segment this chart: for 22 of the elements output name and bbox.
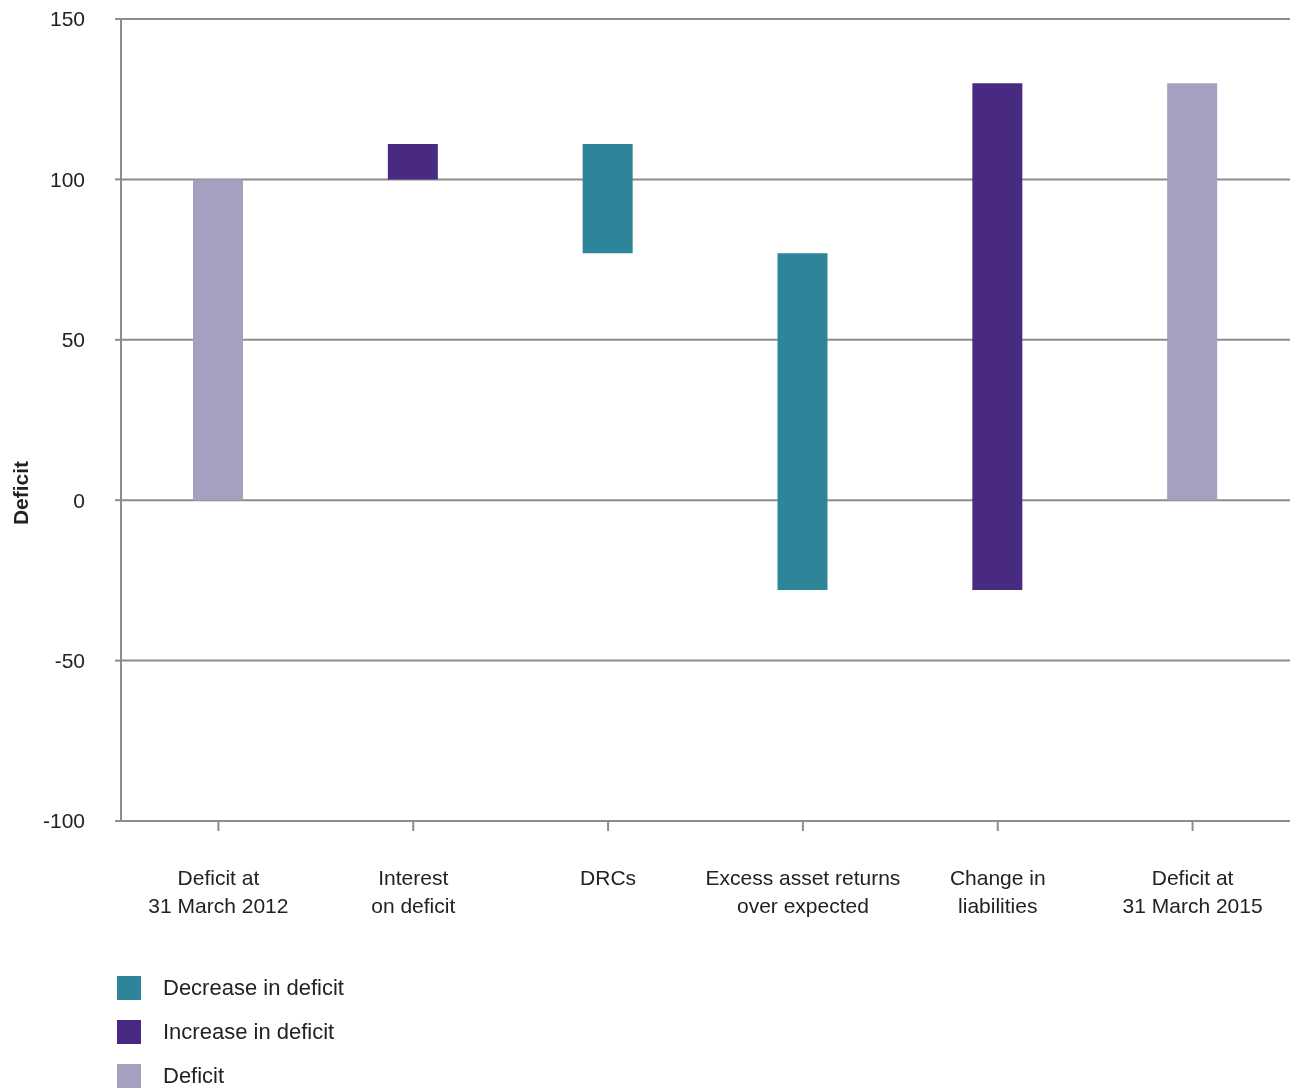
- y-tick-label: 0: [73, 488, 85, 512]
- legend-label: Decrease in deficit: [163, 975, 344, 1000]
- bar: [777, 253, 828, 591]
- bar: [193, 179, 243, 501]
- y-tick-label: -50: [54, 649, 85, 673]
- legend-label: Deficit: [163, 1063, 225, 1088]
- y-tick-label: -100: [42, 809, 85, 833]
- bar: [972, 83, 1023, 591]
- x-tick-label: Change in liabilities: [949, 866, 1046, 917]
- bar: [387, 144, 438, 180]
- legend-label: Increase in deficit: [163, 1019, 335, 1044]
- x-tick-label: Deficit at 31 March 2015: [1122, 866, 1263, 917]
- y-tick-label: 100: [49, 167, 85, 191]
- x-tick-label: DRCs: [580, 866, 637, 889]
- x-tick-label: Deficit at 31 March 2012: [148, 866, 289, 917]
- bar: [582, 144, 633, 254]
- y-axis-title: Deficit: [8, 460, 32, 526]
- x-tick-label: Interest on deficit: [371, 866, 456, 917]
- bar: [1167, 83, 1218, 501]
- y-tick-label: 50: [61, 328, 85, 352]
- y-tick-label: 150: [49, 7, 85, 31]
- x-tick-label: Excess asset returns over expected: [705, 866, 901, 917]
